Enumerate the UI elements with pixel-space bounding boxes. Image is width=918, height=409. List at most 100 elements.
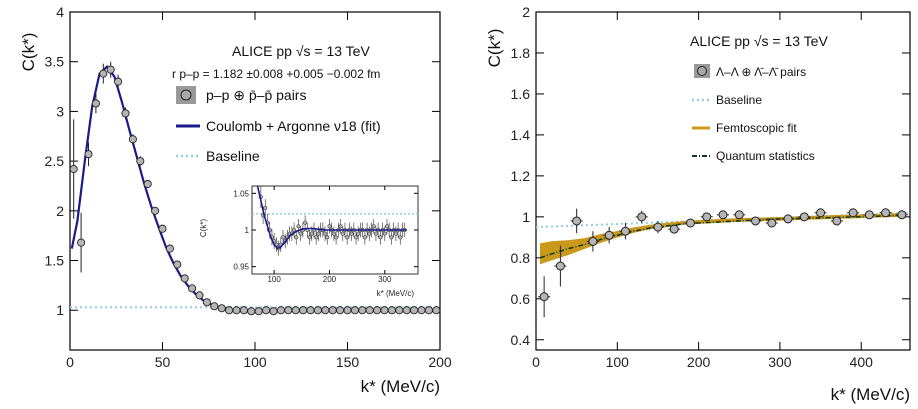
left-data-point-5 xyxy=(106,65,115,74)
left-data-point-2 xyxy=(84,150,93,159)
left-data-point-29 xyxy=(284,306,293,315)
inset-data-point-39 xyxy=(345,235,350,240)
left-data-point-23 xyxy=(239,306,248,315)
left-y-axis-title: C(k*) xyxy=(19,33,38,72)
left-x-axis-title: k* (MeV/c) xyxy=(361,377,440,396)
inset-y-axis-title: C(k*) xyxy=(199,219,208,238)
left-y-tick-label-2: 2 xyxy=(56,203,64,219)
inset-data-point-51 xyxy=(371,224,376,229)
inset-data-point-44 xyxy=(356,231,361,236)
right-y-axis-title: C(k*) xyxy=(485,29,504,68)
left-ticks: 0 50 100 150 200 1 1.5 2 2.5 3 3.5 4 xyxy=(45,4,452,370)
left-marks xyxy=(69,61,441,316)
left-data-point-18 xyxy=(202,298,211,307)
right-y-tick-label-0: 0.4 xyxy=(511,332,531,348)
inset-data-point-33 xyxy=(331,231,336,236)
left-y-tick-label-4: 3 xyxy=(56,103,64,119)
inset-x-tick-label-0: 100 xyxy=(267,275,281,284)
left-plot-frame xyxy=(69,11,441,351)
right-legend-fit-label: Femtoscopic fit xyxy=(716,121,797,135)
left-x-tick-label-2: 100 xyxy=(243,354,267,370)
inset-data-point-54 xyxy=(378,235,383,240)
right-data-point-17 xyxy=(816,208,826,218)
inset-x-axis-title: k* (MeV/c) xyxy=(377,289,415,298)
left-x-tick-label-0: 0 xyxy=(66,354,74,370)
left-data-point-26 xyxy=(262,306,271,315)
inset-data-point-34 xyxy=(334,235,339,240)
left-data-point-25 xyxy=(254,307,263,316)
left-data-point-43 xyxy=(387,306,396,315)
inset-data-point-29 xyxy=(322,231,328,236)
right-ticks: 0 100 200 300 400 0.4 0.6 0.8 1 1.2 1.4 1.6 1.8 2 xyxy=(511,4,910,370)
left-data-point-6 xyxy=(114,77,123,86)
inset-data-point-47 xyxy=(362,235,367,240)
inset-data-point-61 xyxy=(393,231,398,236)
left-data-point-21 xyxy=(225,306,234,315)
right-data-point-2 xyxy=(572,216,582,226)
right-data-point-1 xyxy=(555,261,565,271)
inset-ticks: 100 200 300 0.95 1 1.05 xyxy=(233,186,418,284)
right-data-point-5 xyxy=(620,226,630,236)
right-legend-data-label: Λ–Λ ⊕ Λ̄–Λ̄ pairs xyxy=(716,65,806,79)
left-data-point-11 xyxy=(151,206,160,215)
left-data-point-20 xyxy=(217,304,226,313)
right-marks xyxy=(535,208,911,318)
left-data-point-33 xyxy=(313,306,322,315)
left-data-point-12 xyxy=(158,224,167,233)
left-y-tick-label-1: 1.5 xyxy=(45,253,65,269)
inset-data-point-59 xyxy=(389,235,394,240)
inset-marks xyxy=(252,185,418,256)
left-panel: 0 50 100 150 200 1 1.5 2 2.5 3 3.5 4 ALICE pp √s = … xyxy=(19,4,452,396)
left-data-point-28 xyxy=(276,306,285,315)
inset-y-tick-label-0: 0.95 xyxy=(233,263,249,272)
right-x-tick-label-3: 300 xyxy=(768,354,792,370)
inset-data-point-41 xyxy=(349,231,354,236)
left-data-point-17 xyxy=(195,291,204,300)
right-y-tick-label-1: 0.6 xyxy=(511,291,531,307)
left-y-tick-label-6: 4 xyxy=(56,4,64,20)
right-plot-frame xyxy=(535,11,911,351)
inset-data-point-2 xyxy=(263,205,268,211)
left-legend-fit-label: Coulomb + Argonne ν18 (fit) xyxy=(206,118,381,134)
left-data-point-30 xyxy=(291,306,300,315)
left-x-tick-label-3: 150 xyxy=(336,354,360,370)
right-x-tick-label-0: 0 xyxy=(532,354,540,370)
right-data-point-4 xyxy=(604,230,614,240)
inset-data-point-17 xyxy=(296,224,301,229)
right-y-tick-label-7: 1.8 xyxy=(511,45,531,61)
right-y-tick-label-4: 1.2 xyxy=(511,168,531,184)
right-x-tick-label-2: 200 xyxy=(687,354,711,370)
right-legend-baseline-label: Baseline xyxy=(716,93,762,107)
inset-data-point-16 xyxy=(294,235,299,240)
inset-data-point-23 xyxy=(309,231,314,236)
left-data-point-48 xyxy=(424,306,433,315)
left-data-point-35 xyxy=(328,306,337,315)
left-legend-data-marker xyxy=(180,89,192,101)
left-legend-data-label: p–p ⊕ p̄–p̄ pairs xyxy=(206,87,306,103)
inset-fit-line xyxy=(256,185,407,250)
inset-data-point-63 xyxy=(398,235,403,240)
inset-x-tick-label-1: 200 xyxy=(323,275,337,284)
left-y-tick-label-5: 3.5 xyxy=(45,54,65,70)
inset-data-point-10 xyxy=(280,235,286,240)
left-data-point-4 xyxy=(99,69,108,78)
left-data-point-44 xyxy=(395,306,404,315)
inset-data-point-15 xyxy=(292,227,297,233)
inset-data-point-30 xyxy=(325,235,330,240)
inset-x-tick-label-2: 300 xyxy=(378,275,392,284)
left-data-point-14 xyxy=(173,260,182,269)
left-y-tick-label-0: 1 xyxy=(56,302,64,318)
left-data-point-0 xyxy=(69,165,78,174)
right-data-point-8 xyxy=(669,224,679,234)
inset-data-point-49 xyxy=(367,231,372,236)
inset-data-point-31 xyxy=(327,224,332,229)
left-data-point-49 xyxy=(432,306,441,315)
right-data-point-21 xyxy=(881,208,891,218)
right-data-point-22 xyxy=(897,210,907,220)
right-x-axis-title: k* (MeV/c) xyxy=(831,385,910,404)
left-data-point-42 xyxy=(380,306,389,315)
right-data-point-6 xyxy=(637,212,647,222)
right-data-point-12 xyxy=(734,210,744,220)
right-data-point-9 xyxy=(685,218,695,228)
